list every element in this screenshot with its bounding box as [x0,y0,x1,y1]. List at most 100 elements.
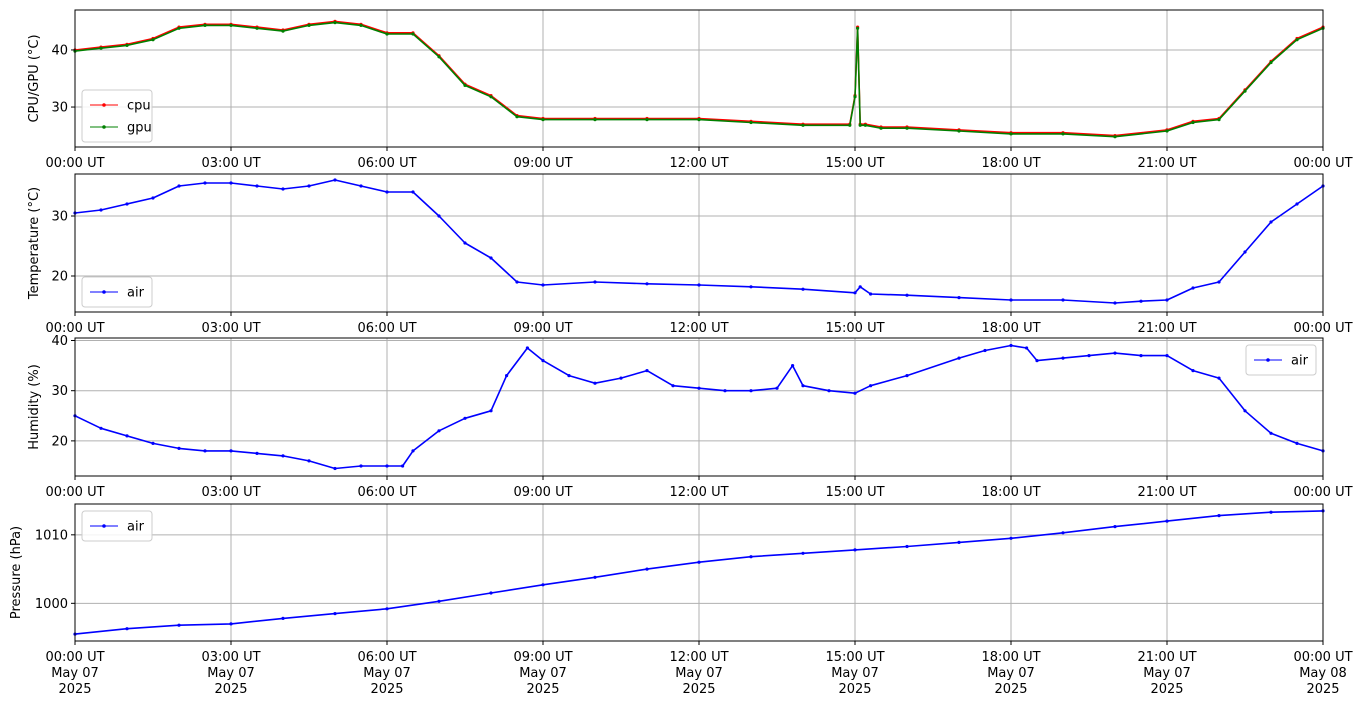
air-data-point [1217,280,1221,284]
gpu-data-point [255,26,259,30]
gpu-data-point [489,95,493,99]
air-data-point [463,241,467,245]
air-data-point [401,464,405,468]
air-data-point [905,544,909,549]
air-data-point [489,256,493,260]
x-tick-label: 06:00 UT [357,156,416,171]
air-data-point [775,386,779,390]
air-data-point [1113,351,1117,355]
air-data-point [385,190,389,194]
air-data-point [957,296,961,300]
air-data-point [645,282,649,286]
air-data-point [671,384,675,388]
legend-marker [102,125,106,129]
x-tick-label: 21:00 UT [1137,156,1196,171]
gpu-data-point [858,123,862,127]
gpu-series-line [74,21,1324,138]
y-axis-label: Humidity (%) [27,364,42,450]
air-data-point [1139,354,1143,358]
air-data-point [307,459,311,463]
air-data-point [333,612,337,616]
legend-label: gpu [127,121,152,136]
air-data-point [525,346,530,350]
air-data-point [1269,510,1273,514]
air-data-point [489,409,493,413]
air-data-point [1165,519,1169,523]
legend-marker [102,103,106,107]
air-data-point [645,567,649,571]
x-tick-label: 18:00 UT May 07 2025 [981,650,1040,697]
air-data-point [1009,298,1013,302]
y-tick-label: 40 [51,334,68,349]
air-data-point [1269,431,1273,435]
gpu-data-point [1191,120,1195,125]
air-data-point [1165,354,1169,358]
x-tick-label: 06:00 UT [357,485,416,500]
air-data-point [593,280,597,284]
x-tick-label: 09:00 UT May 07 2025 [513,650,572,697]
air-data-point [1269,220,1273,224]
air-data-point [593,575,597,579]
air-data-point [281,187,285,191]
air-data-point [1035,359,1039,363]
air-data-point [359,184,363,188]
air-data-point [333,178,337,182]
gpu-data-point [177,26,181,30]
x-tick-label: 09:00 UT [513,156,572,171]
air-data-point [281,616,285,621]
gpu-data-point [99,46,103,50]
x-tick-label: 00:00 UT [45,156,104,171]
air-data-point [1217,376,1221,380]
air-data-point [1165,298,1169,302]
air-data-point [905,293,909,297]
air-data-point [1295,441,1299,445]
air-data-point [791,364,795,368]
air-data-point [463,416,467,420]
gpu-data-point [515,115,519,119]
gpu-data-point [125,43,129,48]
y-tick-label: 1010 [35,528,68,543]
x-tick-label: 03:00 UT May 07 2025 [201,650,260,697]
panel-4: 1000 1010 00:00 UT May 07 2025 03:00 UT May 07… [9,503,1353,697]
gpu-data-point [957,129,961,133]
air-data-point [1061,356,1065,360]
panel-2: 20 30 00:00 UT 03:00 UT 06:00 UT 09:00 UT 12:0… [27,173,1353,336]
gpu-data-point [1217,118,1221,122]
x-tick-label: 18:00 UT [981,321,1040,336]
gpu-data-point [1165,129,1169,133]
air-data-point [801,551,805,555]
air-data-point [437,599,441,603]
air-data-point [385,607,389,611]
legend-marker [1266,358,1270,362]
air-data-point [151,196,155,200]
gpu-data-point [853,95,857,99]
air-data-point [151,441,155,445]
gpu-data-point [749,120,753,125]
air-data-point [99,208,103,212]
x-tick-label: 00:00 UT [1293,485,1352,500]
x-tick-label: 09:00 UT [513,485,572,500]
air-data-point [489,591,493,595]
gpu-data-point [1295,38,1299,42]
air-series-line [74,344,1324,470]
air-data-point [1191,369,1195,373]
air-data-point [697,283,701,287]
air-data-point [749,285,753,289]
legend-marker [102,290,106,294]
air-data-point [1113,301,1117,305]
air-data-point [99,426,103,430]
legend-label: air [127,520,145,535]
x-tick-label: 12:00 UT [669,485,728,500]
air-data-point [541,359,545,363]
gpu-data-point [437,55,441,59]
x-tick-label: 15:00 UT [825,485,884,500]
gpu-data-point [333,21,337,25]
air-data-point [567,374,571,378]
air-data-point [1061,531,1065,535]
air-data-point [541,283,545,287]
air-data-point [593,381,597,385]
air-data-point [177,446,181,450]
x-tick-label: 12:00 UT [669,156,728,171]
air-data-point [853,391,857,395]
y-tick-label: 40 [51,43,68,58]
